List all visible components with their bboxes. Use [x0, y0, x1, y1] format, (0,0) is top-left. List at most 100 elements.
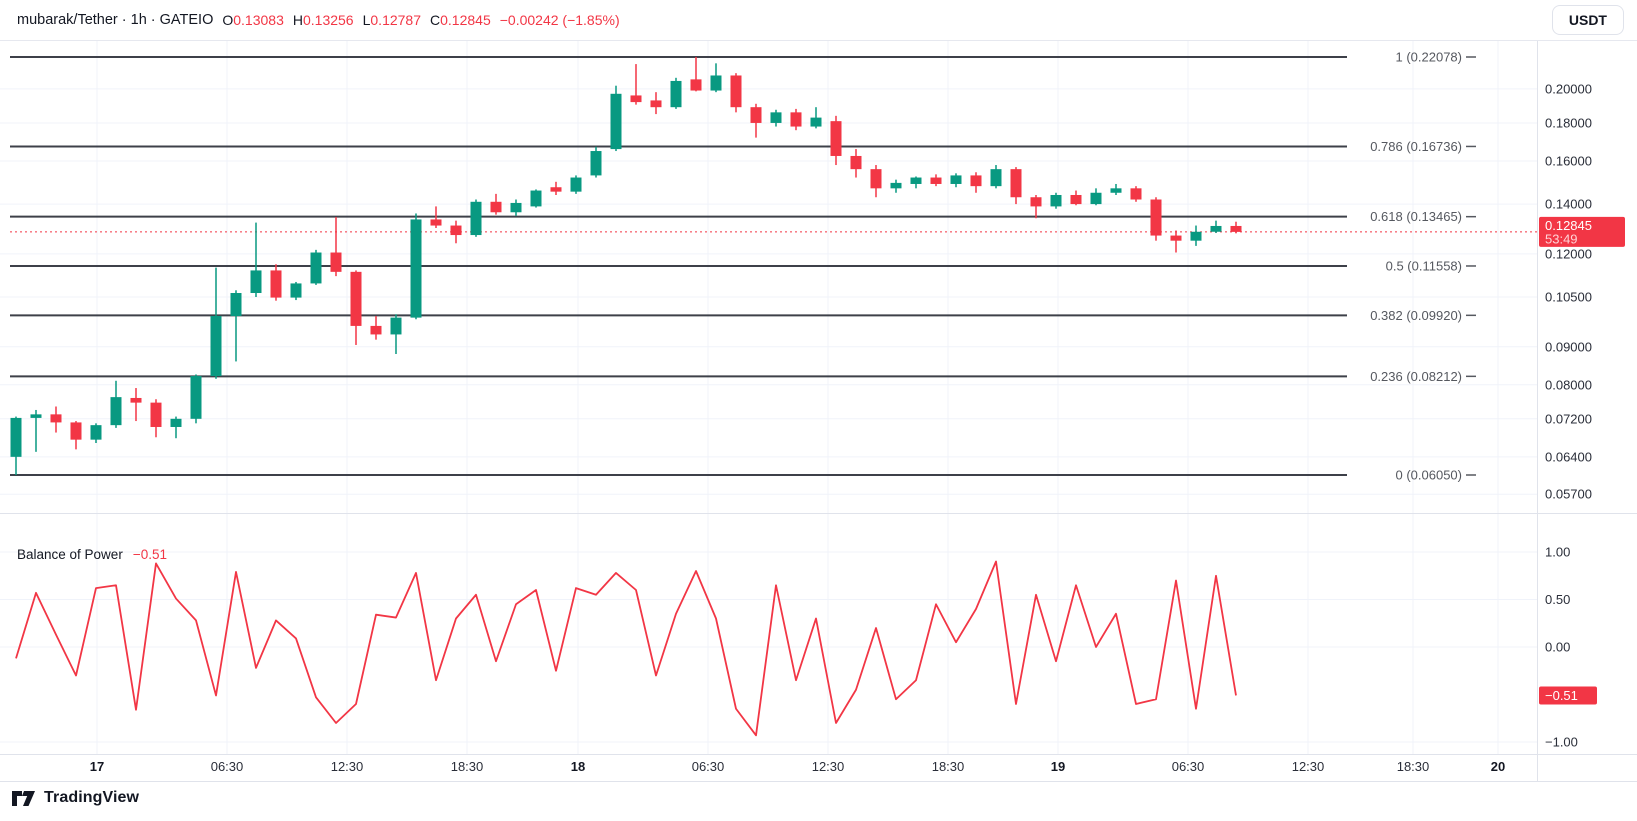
candle[interactable] [590, 151, 602, 176]
candle[interactable] [1150, 199, 1162, 236]
bop-line[interactable] [15, 560, 1237, 737]
candle[interactable] [910, 177, 922, 184]
price-axis-label: 0.07200 [1545, 411, 1592, 426]
currency-toggle-button[interactable]: USDT [1551, 5, 1624, 35]
candle[interactable] [330, 252, 342, 272]
candle[interactable] [70, 422, 82, 440]
candle[interactable] [1090, 192, 1102, 205]
candle[interactable] [230, 293, 242, 316]
candle[interactable] [10, 417, 22, 457]
legend-low: L 0.12787 [362, 12, 421, 28]
price-axis-label: 0.18000 [1545, 115, 1592, 130]
candle[interactable] [1030, 197, 1042, 207]
price-axis-label: 0.05700 [1545, 487, 1592, 502]
candle[interactable] [1110, 188, 1122, 193]
candle[interactable] [90, 425, 102, 440]
candle[interactable] [610, 93, 622, 150]
time-axis-label[interactable]: 18:30 [1397, 759, 1430, 774]
time-axis-label[interactable]: 12:30 [812, 759, 845, 774]
candle[interactable] [190, 376, 202, 419]
bop-value-badge [1539, 686, 1597, 705]
candle[interactable] [310, 252, 322, 284]
candle[interactable] [750, 107, 762, 123]
tradingview-logo-icon [12, 790, 35, 806]
candle[interactable] [630, 95, 642, 103]
candle[interactable] [890, 182, 902, 189]
candle[interactable] [1130, 188, 1142, 200]
candle[interactable] [810, 117, 822, 127]
time-axis-label[interactable]: 18:30 [451, 759, 484, 774]
candle[interactable] [490, 201, 502, 213]
candle[interactable] [110, 397, 122, 426]
candle[interactable] [470, 201, 482, 236]
candle[interactable] [1230, 225, 1242, 232]
candle[interactable] [370, 325, 382, 335]
candle[interactable] [790, 112, 802, 127]
bop-badge-value: −0.51 [1545, 688, 1578, 703]
candle[interactable] [530, 190, 542, 207]
candle[interactable] [950, 175, 962, 184]
candle[interactable] [350, 271, 362, 326]
price-axis-label: 0.16000 [1545, 153, 1592, 168]
candle[interactable] [690, 79, 702, 91]
tradingview-watermark[interactable]: TradingView [12, 789, 139, 807]
symbol-title[interactable]: mubarak/Tether · 1h · GATEIO [17, 12, 214, 28]
candle[interactable] [870, 169, 882, 189]
candle[interactable] [1210, 225, 1222, 232]
candle[interactable] [290, 283, 302, 298]
legend-high: H 0.13256 [292, 12, 354, 28]
bop-axis-label: −1.00 [1545, 735, 1578, 750]
time-axis-label[interactable]: 19 [1051, 759, 1065, 774]
candle[interactable] [210, 315, 222, 377]
candle[interactable] [710, 75, 722, 91]
candle[interactable] [930, 177, 942, 184]
candle[interactable] [250, 270, 262, 294]
time-axis-label[interactable]: 18 [571, 759, 585, 774]
bop-axis-label: 0.50 [1545, 592, 1570, 607]
time-axis-label[interactable]: 12:30 [1292, 759, 1325, 774]
time-axis-label[interactable]: 17 [90, 759, 104, 774]
candle[interactable] [50, 414, 62, 423]
candle[interactable] [170, 418, 182, 427]
candle[interactable] [570, 177, 582, 192]
candle[interactable] [770, 112, 782, 123]
candle[interactable] [1170, 235, 1182, 241]
fib-level-label: 1 (0.22078) [1396, 50, 1463, 65]
candle[interactable] [830, 121, 842, 156]
time-axis-label[interactable]: 18:30 [932, 759, 965, 774]
candle[interactable] [1010, 169, 1022, 198]
candle[interactable] [270, 270, 282, 298]
price-axis-label: 0.08000 [1545, 377, 1592, 392]
candle[interactable] [550, 187, 562, 192]
candle[interactable] [450, 225, 462, 236]
candle[interactable] [650, 100, 662, 108]
candle[interactable] [30, 414, 42, 418]
candle[interactable] [150, 402, 162, 427]
last-price-value: 0.12845 [1545, 218, 1592, 233]
candle[interactable] [670, 80, 682, 108]
candle[interactable] [990, 169, 1002, 187]
brand-name: TradingView [44, 789, 140, 806]
candle[interactable] [1070, 194, 1082, 205]
time-axis-label[interactable]: 06:30 [211, 759, 244, 774]
indicator-legend[interactable]: Balance of Power −0.51 [17, 547, 167, 562]
candle[interactable] [730, 75, 742, 108]
last-price-badge [1539, 216, 1625, 247]
candle[interactable] [410, 219, 422, 318]
candle[interactable] [850, 155, 862, 170]
candle[interactable] [130, 397, 142, 403]
candle[interactable] [1050, 194, 1062, 207]
candle[interactable] [430, 219, 442, 226]
candle[interactable] [510, 202, 522, 213]
time-axis-label[interactable]: 06:30 [1172, 759, 1205, 774]
candle[interactable] [1190, 231, 1202, 241]
fib-level-label: 0 (0.06050) [1396, 468, 1463, 483]
time-axis-label[interactable]: 20 [1491, 759, 1505, 774]
time-axis-label[interactable]: 12:30 [331, 759, 364, 774]
candle[interactable] [970, 175, 982, 187]
candle[interactable] [390, 317, 402, 335]
time-axis-label[interactable]: 06:30 [692, 759, 725, 774]
